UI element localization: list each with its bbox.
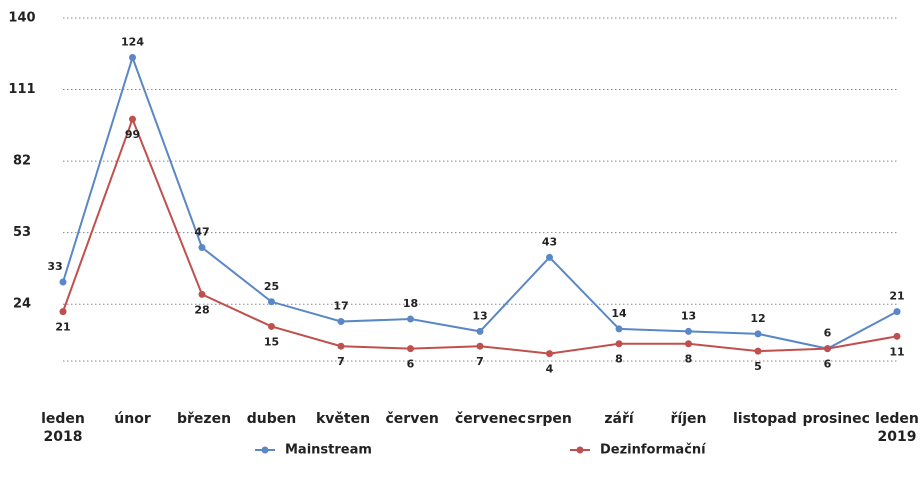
- point: [407, 345, 414, 353]
- data-label: 99: [125, 128, 140, 141]
- point: [893, 332, 901, 340]
- point: [337, 342, 345, 350]
- point: [685, 340, 692, 348]
- point: [268, 322, 275, 330]
- point: [198, 290, 206, 298]
- x-tick-label: listopad: [718, 410, 798, 428]
- data-label: 11: [889, 345, 904, 358]
- x-tick-text: březen: [177, 411, 232, 427]
- point: [685, 327, 692, 335]
- data-label: 6: [407, 358, 415, 371]
- x-tick-label: únor: [93, 410, 173, 428]
- x-tick-text: prosinec: [802, 411, 870, 427]
- x-tick-text: duben: [246, 411, 297, 427]
- x-tick-label: červenec: [440, 410, 527, 428]
- data-label: 21: [55, 321, 70, 334]
- x-tick-label: leden 2018: [23, 410, 103, 446]
- x-tick-label: duben: [232, 410, 312, 428]
- x-tick-text: leden 2019: [875, 411, 919, 445]
- data-label: 18: [403, 297, 418, 310]
- point: [337, 318, 345, 326]
- point: [615, 325, 623, 333]
- x-tick-text: leden 2018: [41, 411, 85, 445]
- data-label: 25: [264, 280, 279, 293]
- y-tick-label: 111: [8, 82, 35, 97]
- x-tick-text: červenec: [455, 411, 527, 427]
- data-label: 6: [824, 327, 832, 340]
- data-label: 13: [681, 309, 696, 322]
- data-label: 6: [824, 358, 832, 371]
- point: [754, 330, 762, 338]
- y-tick-label: 53: [13, 225, 31, 240]
- data-label: 12: [750, 312, 765, 325]
- data-label: 13: [472, 309, 487, 322]
- x-tick-text: únor: [114, 411, 151, 427]
- x-tick-text: listopad: [733, 411, 797, 427]
- legend-label: Dezinformační: [600, 443, 707, 458]
- y-tick-label: 140: [8, 11, 35, 26]
- point: [59, 278, 67, 286]
- data-label: 15: [264, 335, 279, 348]
- data-label: 17: [333, 300, 348, 313]
- data-label: 21: [889, 290, 904, 303]
- x-tick-text: září: [604, 411, 634, 427]
- data-label: 14: [611, 307, 627, 320]
- x-tick-label: červen: [371, 410, 451, 428]
- point: [546, 350, 553, 358]
- point: [129, 115, 136, 123]
- data-label: 33: [47, 260, 62, 273]
- data-label: 43: [542, 235, 557, 248]
- x-tick-text: srpen: [527, 411, 572, 427]
- x-tick-label: leden 2019: [857, 410, 920, 446]
- data-label: 8: [615, 353, 623, 366]
- x-tick-text: říjen: [670, 411, 707, 427]
- point: [59, 308, 67, 316]
- legend-marker: [261, 446, 269, 454]
- data-label: 28: [194, 303, 209, 316]
- point: [268, 298, 275, 306]
- point: [476, 327, 484, 335]
- x-tick-label: květen: [301, 410, 381, 428]
- point: [129, 53, 136, 61]
- data-label: 47: [194, 225, 209, 238]
- y-tick-label: 24: [13, 297, 31, 312]
- point: [546, 253, 553, 261]
- x-tick-text: květen: [316, 411, 371, 427]
- x-tick-text: červen: [385, 411, 439, 427]
- data-label: 5: [754, 360, 762, 373]
- series-line: [62, 54, 898, 350]
- point: [754, 347, 762, 355]
- point: [476, 342, 484, 350]
- y-tick-label: 82: [13, 154, 31, 169]
- x-tick-label: říjen: [649, 410, 729, 428]
- point: [893, 308, 901, 316]
- x-tick-label: září: [579, 410, 659, 428]
- data-label: 8: [685, 353, 693, 366]
- point: [407, 315, 414, 323]
- data-label: 7: [476, 355, 484, 368]
- x-tick-label: březen: [162, 410, 242, 428]
- data-label: 4: [546, 363, 554, 376]
- data-label: 124: [121, 35, 144, 48]
- point: [198, 243, 206, 251]
- x-tick-label: srpen: [510, 410, 590, 428]
- data-label: 7: [337, 355, 345, 368]
- legend-label: Mainstream: [285, 443, 372, 458]
- x-tick-label: prosinec: [788, 410, 870, 428]
- point: [615, 340, 623, 348]
- point: [824, 345, 831, 353]
- legend-marker: [576, 446, 584, 454]
